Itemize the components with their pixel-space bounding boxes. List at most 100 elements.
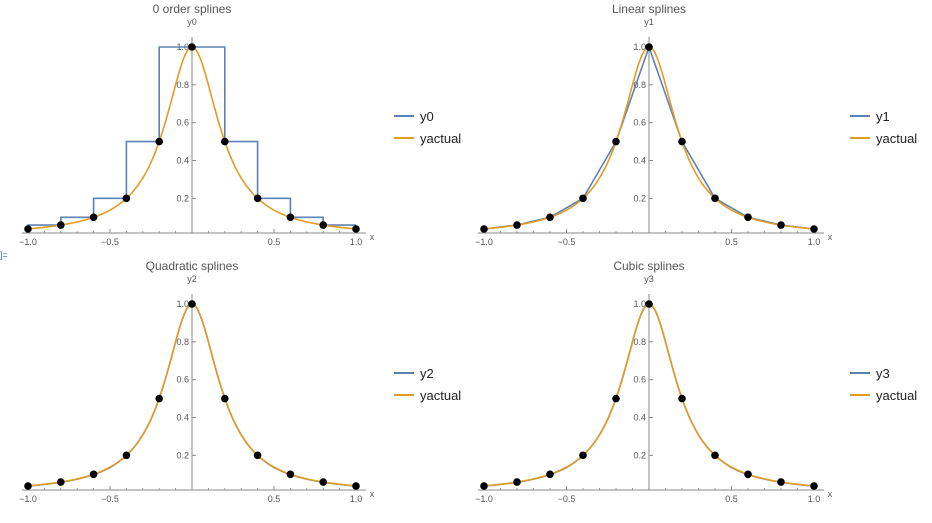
data-point (645, 43, 653, 51)
legend-label-y1: y1 (876, 109, 890, 124)
data-point (711, 194, 719, 203)
data-point (579, 451, 587, 460)
chart-title: 0 order splines (153, 2, 232, 16)
data-point (57, 221, 65, 229)
legend: y3 yactual (850, 366, 917, 403)
data-point (513, 221, 521, 229)
x-tick-label: −1.0 (475, 494, 493, 504)
y-tick-label: 1.0 (633, 42, 646, 52)
legend: y2 yactual (394, 366, 461, 403)
data-point (579, 194, 587, 203)
x-tick-label: 0.5 (725, 494, 738, 504)
y-tick-label: 0.8 (176, 337, 189, 347)
legend-label-y2: y2 (420, 366, 434, 381)
data-point (352, 225, 360, 233)
chart-title: Cubic splines (613, 259, 684, 273)
data-point (352, 482, 360, 490)
y-tick-label: 0.4 (176, 156, 189, 166)
data-point (188, 300, 196, 308)
y-tick-label: 0.2 (176, 193, 189, 203)
y-tick-label: 0.6 (176, 375, 189, 385)
x-tick-label: −0.5 (558, 237, 576, 247)
y-tick-label: 0.2 (633, 450, 646, 460)
x-tick-label: 0.5 (268, 237, 281, 247)
x-axis-label: x (828, 232, 833, 242)
x-tick-label: −1.0 (19, 237, 37, 247)
data-point (810, 482, 818, 490)
y-tick-label: 0.6 (633, 375, 646, 385)
x-tick-label: 0.5 (268, 494, 281, 504)
y-tick-label: 0.8 (176, 80, 189, 90)
y-axis-label: y3 (644, 274, 654, 284)
y-tick-label: 1.0 (633, 299, 646, 309)
data-point (777, 221, 785, 229)
data-point (57, 478, 65, 486)
data-point (513, 478, 521, 486)
y-tick-label: 0.6 (176, 118, 189, 128)
data-point (24, 225, 32, 233)
y-tick-label: 0.4 (176, 413, 189, 423)
x-axis-label: x (828, 489, 833, 499)
data-point (546, 470, 554, 479)
data-point (546, 213, 554, 222)
data-point (253, 451, 262, 460)
legend: y1 yactual (850, 109, 917, 146)
y-tick-label: 1.0 (176, 299, 189, 309)
legend-label-yactual: yactual (876, 388, 917, 403)
data-point (122, 194, 131, 203)
legend-label-yactual: yactual (420, 131, 461, 146)
data-point (319, 478, 328, 486)
y-tick-label: 0.2 (176, 450, 189, 460)
data-point (89, 213, 98, 222)
x-tick-label: 1.0 (350, 494, 363, 504)
data-point (253, 194, 262, 203)
x-axis-label: x (370, 489, 375, 499)
data-point (480, 225, 488, 233)
data-point (188, 43, 196, 51)
data-point (122, 451, 131, 460)
y-tick-label: 0.8 (633, 80, 646, 90)
data-point (221, 394, 229, 403)
legend-label-y0: y0 (420, 109, 434, 124)
y-tick-label: 0.2 (633, 193, 646, 203)
x-tick-label: −1.0 (19, 494, 37, 504)
data-point (221, 137, 229, 146)
legend: y0 yactual (394, 109, 461, 146)
x-axis-label: x (370, 232, 375, 242)
y-tick-label: 0.4 (633, 156, 646, 166)
notebook-cell-label: ]= (0, 250, 8, 260)
x-tick-label: −1.0 (475, 237, 493, 247)
data-point (89, 470, 98, 479)
legend-label-yactual: yactual (420, 388, 461, 403)
data-point (810, 225, 818, 233)
y-tick-label: 0.8 (633, 337, 646, 347)
x-tick-label: −0.5 (101, 494, 119, 504)
x-tick-label: 0.5 (725, 237, 738, 247)
data-point (286, 470, 295, 479)
y-axis-label: y0 (187, 17, 197, 27)
data-point (286, 213, 295, 222)
data-point (612, 137, 620, 146)
data-point (711, 451, 719, 460)
chart-title: Linear splines (612, 2, 686, 16)
legend-label-y3: y3 (876, 366, 890, 381)
data-point (24, 482, 32, 490)
data-point (612, 394, 620, 403)
y-tick-label: 0.6 (633, 118, 646, 128)
data-point (678, 137, 686, 146)
x-tick-label: −0.5 (101, 237, 119, 247)
x-tick-label: 1.0 (350, 237, 363, 247)
legend-label-yactual: yactual (876, 131, 917, 146)
data-point (155, 394, 163, 403)
data-point (777, 478, 785, 486)
data-point (480, 482, 488, 490)
data-point (319, 221, 328, 229)
data-point (645, 300, 653, 308)
data-point (155, 137, 163, 146)
data-point (744, 213, 752, 222)
y-tick-label: 0.4 (633, 413, 646, 423)
